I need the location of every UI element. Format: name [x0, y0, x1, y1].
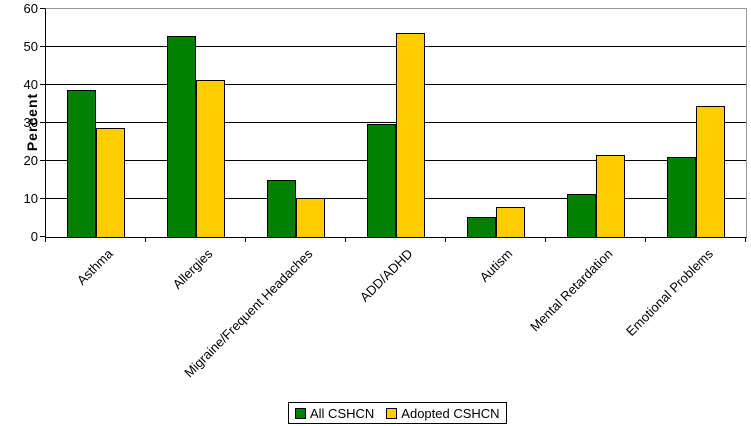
bar-adopted-cshcn: [696, 106, 725, 237]
legend-label: Adopted CSHCN: [401, 405, 500, 421]
bar-all-cshcn: [567, 194, 596, 237]
bar-all-cshcn: [167, 36, 196, 237]
bar-group: [546, 9, 646, 237]
bar-group: [146, 9, 246, 237]
x-tick-mark: [545, 237, 546, 242]
legend-label: All CSHCN: [310, 405, 375, 421]
legend-item: Adopted CSHCN: [386, 405, 500, 421]
bar-all-cshcn: [467, 217, 496, 237]
bar-adopted-cshcn: [596, 155, 625, 237]
bar-adopted-cshcn: [296, 198, 325, 237]
bar-adopted-cshcn: [396, 33, 425, 237]
category-label: Allergies: [169, 246, 216, 292]
bar-all-cshcn: [267, 180, 296, 237]
bar-group: [46, 9, 146, 237]
bar-all-cshcn: [67, 90, 96, 237]
x-tick-mark: [145, 237, 146, 242]
category-label: Emotional Problems: [622, 246, 716, 339]
y-tick-mark: [40, 46, 45, 47]
bar-adopted-cshcn: [196, 80, 225, 237]
x-tick-mark: [345, 237, 346, 242]
y-tick-label: 40: [23, 77, 38, 92]
x-tick-mark: [245, 237, 246, 242]
category-label: Mental Retardation: [527, 246, 616, 335]
bar-group: [646, 9, 746, 237]
legend: All CSHCN Adopted CSHCN: [288, 402, 507, 424]
x-tick-mark: [645, 237, 646, 242]
y-tick-mark: [40, 122, 45, 123]
y-tick-mark: [40, 84, 45, 85]
adopted-cshcn-swatch-icon: [386, 407, 398, 419]
bar-adopted-cshcn: [496, 207, 525, 237]
y-tick-mark: [40, 236, 45, 237]
x-tick-mark: [45, 237, 46, 242]
bar-adopted-cshcn: [96, 128, 125, 237]
bar-all-cshcn: [367, 124, 396, 237]
x-tick-mark: [445, 237, 446, 242]
y-tick-label: 10: [23, 191, 38, 206]
bar-group: [346, 9, 446, 237]
x-tick-mark: [745, 237, 746, 242]
y-tick-label: 60: [23, 1, 38, 16]
y-tick-label: 0: [30, 229, 38, 244]
category-label: Autism: [476, 246, 516, 285]
legend-item: All CSHCN: [295, 406, 374, 421]
bar-group: [246, 9, 346, 237]
y-tick-label: 20: [23, 153, 38, 168]
plot-area: [45, 8, 747, 238]
all-cshcn-swatch-icon: [295, 407, 306, 419]
y-tick-label: 50: [23, 39, 38, 54]
y-tick-label: 30: [23, 115, 38, 130]
bar-group: [446, 9, 546, 237]
y-tick-mark: [40, 160, 45, 161]
category-label: Asthma: [73, 246, 116, 288]
category-label: ADD/ADHD: [356, 246, 416, 305]
y-tick-mark: [40, 198, 45, 199]
bar-all-cshcn: [667, 157, 696, 237]
y-tick-mark: [40, 8, 45, 9]
